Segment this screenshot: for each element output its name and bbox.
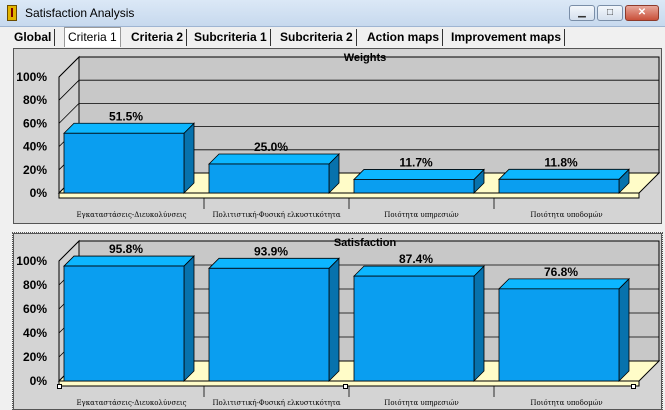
y-tick-label: 100% [16, 70, 47, 84]
x-category-label: Πολιτιστική-Φυσική ελκυστικότητα [212, 399, 340, 407]
bar-side [618, 277, 630, 382]
data-label: 95.8% [109, 242, 143, 256]
bar-front [353, 275, 475, 382]
bar-top [208, 257, 340, 269]
window-title: Satisfaction Analysis [25, 6, 135, 20]
bar-top [498, 168, 630, 180]
tab-global[interactable]: Global [11, 29, 56, 46]
bar-front [63, 265, 185, 382]
bar-2 [208, 257, 340, 382]
bar-front [208, 163, 330, 194]
bar-side [183, 255, 195, 382]
tab-criteria-2[interactable]: Criteria 2 [128, 29, 188, 46]
bar-front [498, 288, 620, 382]
x-category-label: Ποιότητα υποδομών [530, 399, 602, 407]
resize-handle[interactable] [57, 384, 62, 389]
bar-4 [498, 277, 630, 382]
bar-front [63, 132, 185, 194]
tab-action-maps[interactable]: Action maps [364, 29, 444, 46]
data-label: 25.0% [254, 140, 288, 154]
bar-side [328, 257, 340, 382]
y-tick-label: 40% [23, 326, 47, 340]
bar-3 [353, 168, 485, 194]
x-category-label: Πολιτιστική-Φυσική ελκυστικότητα [212, 211, 340, 219]
satisfaction-chart-svg: 0% 20% 40% 60% 80% 100% Satisfaction 95.8% Εγκατ… [16, 237, 661, 407]
bar-top [63, 122, 195, 134]
bar-front [353, 179, 475, 194]
satisfaction-chart[interactable]: 0% 20% 40% 60% 80% 100% Satisfaction 95.8% Εγκατ… [13, 233, 662, 410]
bar-top [353, 169, 485, 180]
data-label: 87.4% [399, 252, 433, 266]
x-category-label: Ποιότητα υπηρεσιών [384, 211, 458, 219]
data-label: 11.7% [399, 155, 433, 169]
gridline [58, 56, 659, 78]
y-tick-label: 80% [23, 278, 47, 292]
gridline [58, 79, 659, 101]
x-category-label: Ποιότητα υπηρεσιών [384, 399, 458, 407]
y-tick-label: 80% [23, 93, 47, 107]
bar-side [473, 265, 485, 382]
gridline [58, 240, 659, 262]
tab-strip: Global Criteria 1 Criteria 2 Subcriteria… [0, 27, 665, 47]
bar-1 [63, 122, 195, 194]
chart-title: Weights [344, 52, 387, 64]
x-category-label: Εγκαταστάσεις-Διευκολύνσεις [76, 211, 186, 219]
chart-floor-edge [58, 380, 640, 387]
data-label: 93.9% [254, 244, 288, 258]
bar-front [208, 267, 330, 382]
data-label: 11.8% [544, 155, 578, 169]
title-bar[interactable]: Satisfaction Analysis ▁ □ ✕ [0, 0, 665, 27]
chart-title: Satisfaction [334, 237, 397, 249]
chart-floor-edge [58, 192, 640, 199]
bar-top [498, 278, 630, 290]
tab-criteria-1[interactable]: Criteria 1 [64, 27, 121, 47]
weights-chart[interactable]: 0% 20% 40% 60% 80% 100% Weights 51.5% Εγκαταστάσ… [13, 48, 662, 224]
tab-subcriteria-1[interactable]: Subcriteria 1 [191, 29, 271, 46]
maximize-button[interactable]: □ [597, 5, 623, 21]
y-tick-label: 60% [23, 116, 47, 130]
bar-top [353, 265, 485, 277]
close-button[interactable]: ✕ [625, 5, 659, 21]
gridline [58, 103, 659, 124]
bar-front [498, 178, 620, 194]
bar-4 [498, 168, 630, 194]
y-tick-label: 0% [30, 374, 48, 388]
x-category-label: Ποιότητα υποδομών [530, 211, 602, 219]
bar-side [183, 122, 195, 194]
bar-1 [63, 255, 195, 382]
y-tick-label: 40% [23, 140, 47, 154]
data-label: 51.5% [109, 109, 143, 123]
x-category-label: Εγκαταστάσεις-Διευκολύνσεις [76, 399, 186, 407]
app-icon[interactable] [7, 5, 17, 21]
tab-subcriteria-2[interactable]: Subcriteria 2 [277, 29, 357, 46]
tab-improvement-maps[interactable]: Improvement maps [448, 29, 566, 46]
weights-chart-svg: 0% 20% 40% 60% 80% 100% Weights 51.5% Εγκαταστάσ… [16, 52, 661, 219]
bar-3 [353, 265, 485, 382]
y-tick-label: 60% [23, 302, 47, 316]
y-tick-label: 100% [16, 254, 47, 268]
y-tick-label: 20% [23, 163, 47, 177]
bar-top [63, 255, 195, 267]
y-tick-label: 0% [30, 186, 48, 200]
resize-handle[interactable] [631, 384, 636, 389]
bar-top [208, 153, 340, 165]
data-label: 76.8% [544, 265, 578, 279]
minimize-button[interactable]: ▁ [569, 5, 595, 21]
resize-handle[interactable] [343, 384, 348, 389]
bar-2 [208, 153, 340, 194]
y-tick-label: 20% [23, 350, 47, 364]
